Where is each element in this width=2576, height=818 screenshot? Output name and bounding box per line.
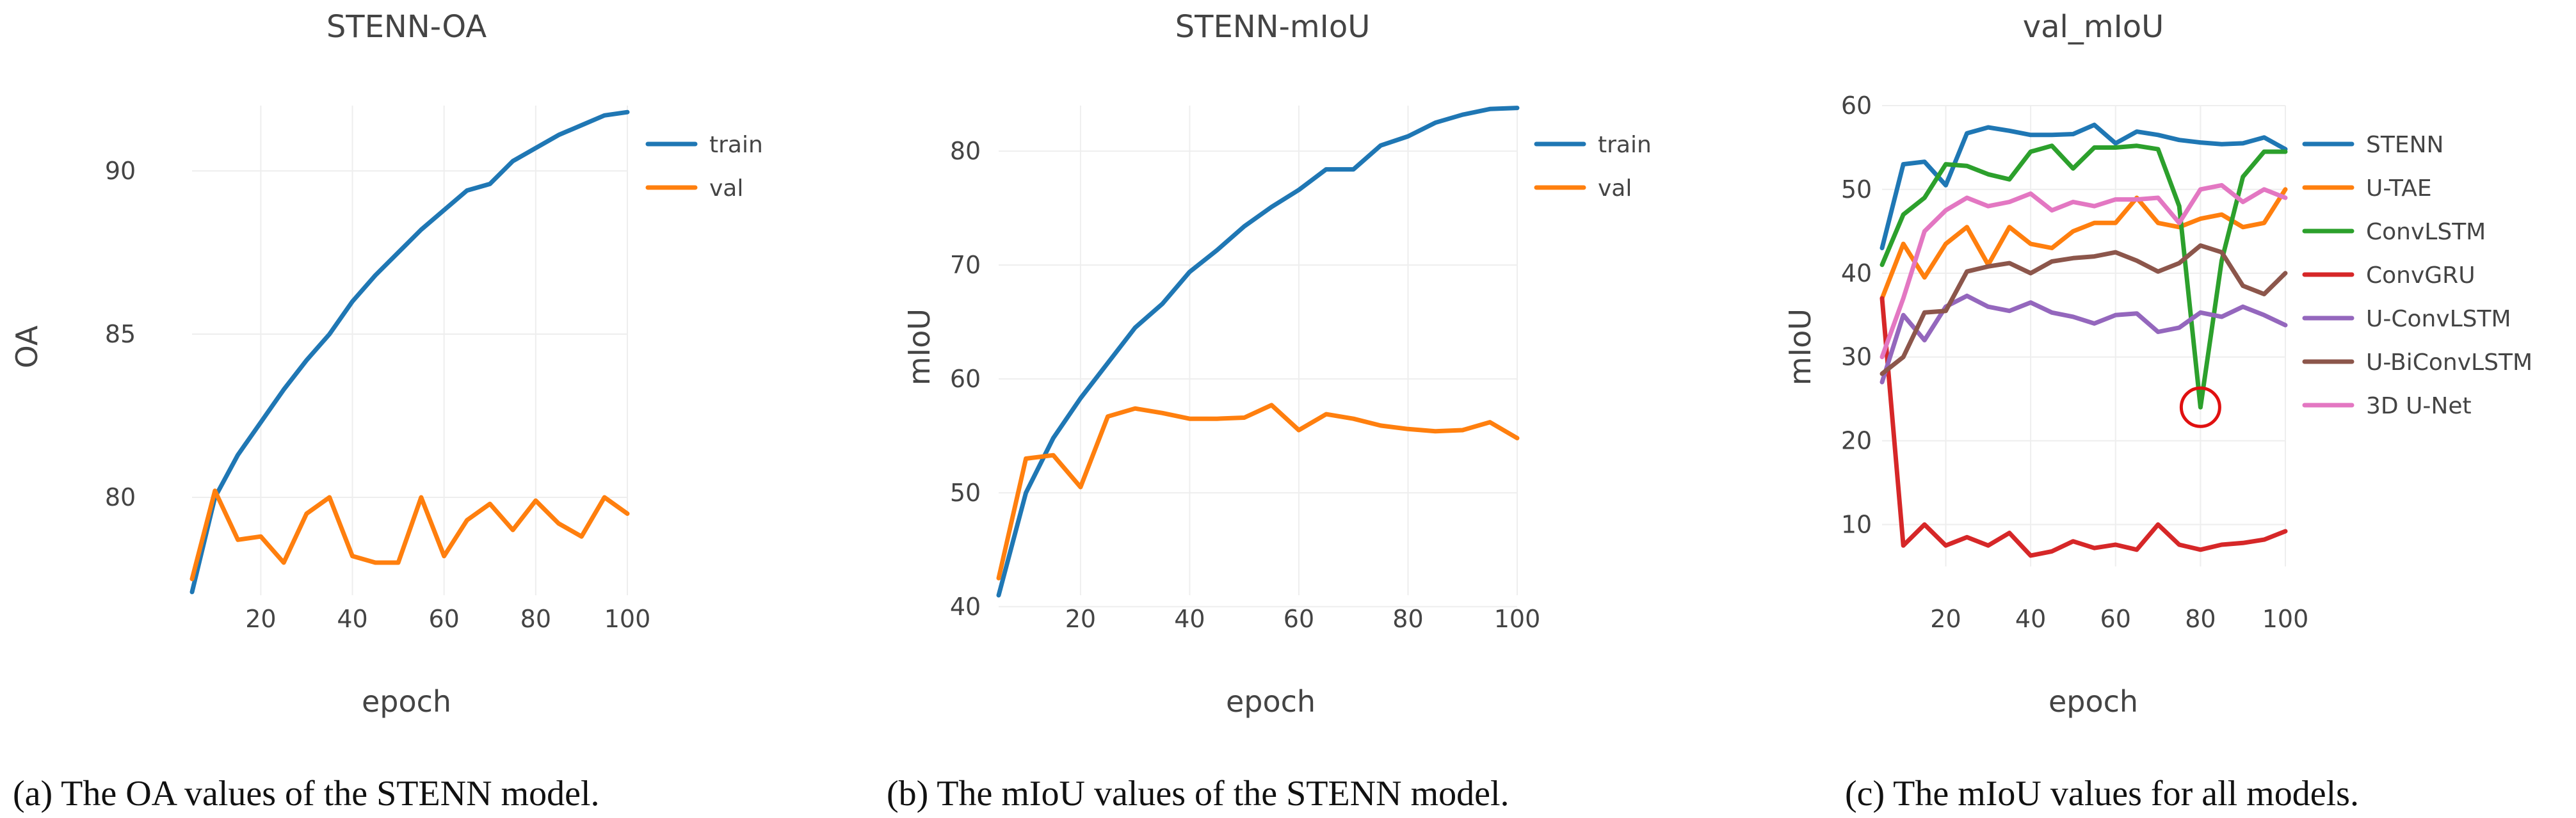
legend-label: train bbox=[709, 132, 763, 158]
series-line-u-biconvlstm bbox=[1880, 243, 2288, 376]
panel-stenn-miou: STENN-mIoU 20 40 60 80 100 40 50 60 70 80 train va… bbox=[887, 9, 1652, 814]
legend-item: STENN bbox=[2302, 132, 2443, 158]
y-tick-label: 60 bbox=[1841, 92, 1872, 120]
y-tick-label: 80 bbox=[105, 483, 136, 511]
x-tick-label: 80 bbox=[1392, 605, 1423, 633]
y-tick-label: 80 bbox=[950, 137, 981, 165]
y-tick-label: 30 bbox=[1841, 343, 1872, 371]
legend-item: ConvLSTM bbox=[2302, 219, 2486, 245]
legend-label: val bbox=[709, 175, 743, 202]
legend-label: U-BiConvLSTM bbox=[2366, 349, 2532, 376]
y-tick-label: 70 bbox=[950, 251, 981, 279]
series-line-3d-u-net bbox=[1880, 182, 2288, 360]
legend-label: train bbox=[1598, 132, 1652, 158]
legend: STENN U-TAE ConvLSTM ConvGRU U-ConvLSTM U-BiC… bbox=[2302, 132, 2532, 419]
series-line-stenn bbox=[1880, 122, 2288, 250]
legend-item: U-TAE bbox=[2302, 175, 2432, 202]
y-axis-label: mIoU bbox=[902, 309, 937, 385]
chart-title: STENN-mIoU bbox=[1175, 9, 1371, 45]
y-tick-label: 40 bbox=[950, 593, 981, 621]
x-tick-label: 100 bbox=[604, 605, 651, 633]
legend-item: train bbox=[1534, 132, 1652, 158]
chart-title: val_mIoU bbox=[2023, 9, 2164, 45]
y-tick-label: 10 bbox=[1841, 511, 1872, 539]
x-axis-label: epoch bbox=[2049, 684, 2138, 719]
y-tick-label: 85 bbox=[105, 320, 136, 348]
y-tick-label: 50 bbox=[950, 479, 981, 507]
legend-label: val bbox=[1598, 175, 1632, 202]
y-tick-label: 20 bbox=[1841, 427, 1872, 455]
legend-label: U-TAE bbox=[2366, 175, 2432, 202]
series-line-u-tae bbox=[1880, 187, 2288, 301]
x-tick-label: 40 bbox=[1174, 605, 1205, 633]
series-line-val bbox=[189, 488, 630, 581]
x-tick-label: 40 bbox=[2015, 605, 2046, 633]
legend: train val bbox=[645, 132, 763, 202]
legend-item: ConvGRU bbox=[2302, 262, 2475, 289]
x-tick-label: 20 bbox=[1930, 605, 1961, 633]
legend-label: ConvLSTM bbox=[2366, 219, 2486, 245]
series-line-u-convlstm bbox=[1880, 293, 2288, 385]
x-tick-label: 100 bbox=[1494, 605, 1541, 633]
series-line-train bbox=[189, 109, 630, 595]
legend-item: train bbox=[645, 132, 763, 158]
legend-item: U-BiConvLSTM bbox=[2302, 349, 2532, 376]
legend-item: val bbox=[1534, 175, 1632, 202]
caption: (a) The OA values of the STENN model. bbox=[13, 774, 600, 814]
y-tick-label: 50 bbox=[1841, 175, 1872, 204]
y-axis-label: OA bbox=[10, 325, 44, 368]
caption: (c) The mIoU values for all models. bbox=[1845, 774, 2359, 814]
x-tick-label: 80 bbox=[2185, 605, 2216, 633]
x-axis-label: epoch bbox=[362, 684, 451, 719]
x-tick-label: 20 bbox=[1065, 605, 1096, 633]
x-tick-label: 60 bbox=[2100, 605, 2131, 633]
legend-label: 3D U-Net bbox=[2366, 393, 2472, 419]
x-axis-label: epoch bbox=[1226, 684, 1316, 719]
x-tick-label: 100 bbox=[2262, 605, 2309, 633]
y-tick-label: 40 bbox=[1841, 259, 1872, 287]
legend-label: U-ConvLSTM bbox=[2366, 306, 2511, 332]
legend: train val bbox=[1534, 132, 1652, 202]
legend-label: STENN bbox=[2366, 132, 2443, 158]
caption: (b) The mIoU values of the STENN model. bbox=[887, 774, 1509, 814]
x-tick-label: 20 bbox=[245, 605, 276, 633]
legend-label: ConvGRU bbox=[2366, 262, 2475, 289]
chart-title: STENN-OA bbox=[326, 9, 487, 45]
panel-stenn-oa: STENN-OA 20 40 60 80 100 80 85 90 train val epoc… bbox=[10, 9, 763, 814]
highlight-circle bbox=[2179, 386, 2221, 428]
x-tick-label: 80 bbox=[520, 605, 551, 633]
x-tick-label: 40 bbox=[337, 605, 367, 633]
panel-val-miou: val_mIoU 20 40 60 80 100 10 20 30 40 50 60 STENN U-… bbox=[1783, 9, 2532, 814]
legend-item: 3D U-Net bbox=[2302, 393, 2472, 419]
x-tick-label: 60 bbox=[1284, 605, 1314, 633]
x-tick-label: 60 bbox=[429, 605, 460, 633]
y-tick-label: 60 bbox=[950, 365, 981, 393]
series-line-train bbox=[996, 106, 1520, 598]
y-axis-label: mIoU bbox=[1783, 309, 1817, 385]
series-line-convlstm bbox=[1880, 143, 2288, 410]
legend-item: val bbox=[645, 175, 743, 202]
series-line-val bbox=[996, 403, 1520, 581]
y-tick-label: 90 bbox=[105, 157, 136, 185]
series-line-convgru bbox=[1880, 296, 2288, 558]
legend-item: U-ConvLSTM bbox=[2302, 306, 2511, 332]
